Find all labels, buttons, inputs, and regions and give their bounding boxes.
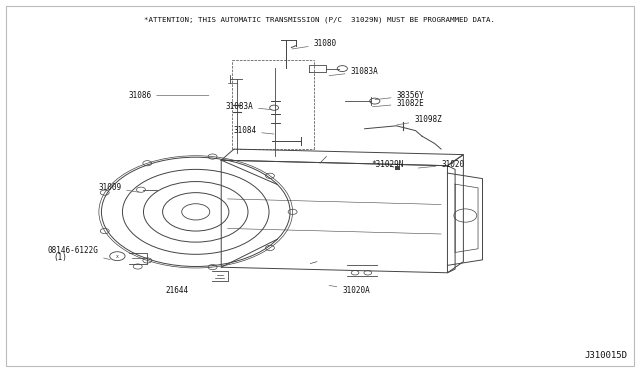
Text: 31083A: 31083A (329, 67, 378, 76)
Text: 31020: 31020 (419, 160, 464, 169)
Bar (395, 166, 399, 170)
Text: 31080: 31080 (292, 39, 337, 49)
Text: *ATTENTION; THIS AUTOMATIC TRANSMISSION (P/C  31029N) MUST BE PROGRAMMED DATA.: *ATTENTION; THIS AUTOMATIC TRANSMISSION … (145, 17, 495, 23)
Text: 31082E: 31082E (372, 99, 424, 108)
Text: 31084: 31084 (233, 126, 274, 135)
Text: 31083A: 31083A (225, 102, 271, 111)
Text: 31020A: 31020A (329, 285, 370, 295)
Text: 21644: 21644 (166, 286, 189, 295)
Text: 31009: 31009 (98, 183, 139, 192)
Text: J310015D: J310015D (584, 351, 627, 360)
Text: *31029N: *31029N (371, 160, 403, 169)
Text: (1): (1) (54, 253, 67, 263)
Text: 31098Z: 31098Z (397, 115, 442, 125)
Text: 31086: 31086 (128, 91, 209, 100)
Text: 38356Y: 38356Y (375, 91, 424, 100)
Text: 08146-6122G: 08146-6122G (47, 246, 110, 260)
Text: x: x (116, 254, 119, 259)
